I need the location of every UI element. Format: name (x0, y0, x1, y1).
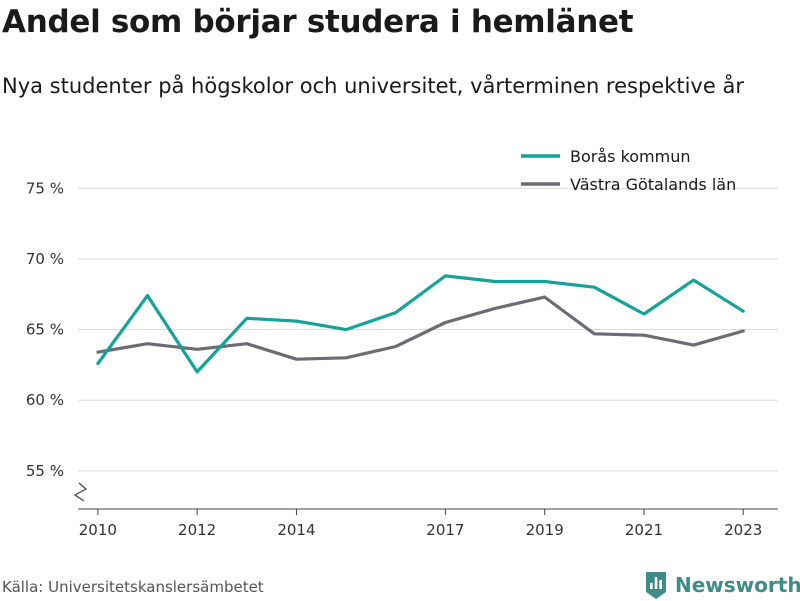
x-tick-label: 2023 (724, 521, 762, 539)
line-chart: 55 % 60 % 65 % 70 % 75 % 2010 2012 2014 2017 2019… (26, 147, 778, 539)
y-tick-label: 65 % (26, 321, 64, 339)
y-axis-break-mark (73, 482, 88, 502)
x-tick-label: 2017 (426, 521, 464, 539)
series-line-2 (96, 295, 745, 361)
legend: Borås kommun Västra Götalands län (521, 147, 736, 194)
newsworthy-bar-chart-icon (646, 572, 666, 599)
chart-subtitle: Nya studenter på högskolor och universit… (2, 74, 744, 98)
brand-logo: Newsworthy (644, 569, 800, 601)
source-note: Källa: Universitetskanslersämbetet (2, 578, 264, 596)
x-tick-label: 2019 (526, 521, 564, 539)
x-tick-label: 2012 (178, 521, 216, 539)
legend-label: Borås kommun (570, 147, 691, 166)
chart-title: Andel som börjar studera i hemlänet (2, 4, 634, 40)
y-tick-label: 55 % (26, 462, 64, 480)
series-line-1 (96, 274, 745, 374)
y-tick-label: 75 % (26, 179, 64, 197)
x-tick-label: 2014 (277, 521, 315, 539)
axes: 55 % 60 % 65 % 70 % 75 % 2010 2012 2014 2017 2019… (26, 179, 778, 539)
brand-name: Newsworthy (675, 573, 800, 597)
series-lines (96, 274, 745, 374)
y-tick-label: 70 % (26, 250, 64, 268)
x-tick-label: 2021 (625, 521, 663, 539)
y-tick-label: 60 % (26, 391, 64, 409)
x-tick-label: 2010 (79, 521, 117, 539)
legend-label: Västra Götalands län (570, 175, 736, 194)
